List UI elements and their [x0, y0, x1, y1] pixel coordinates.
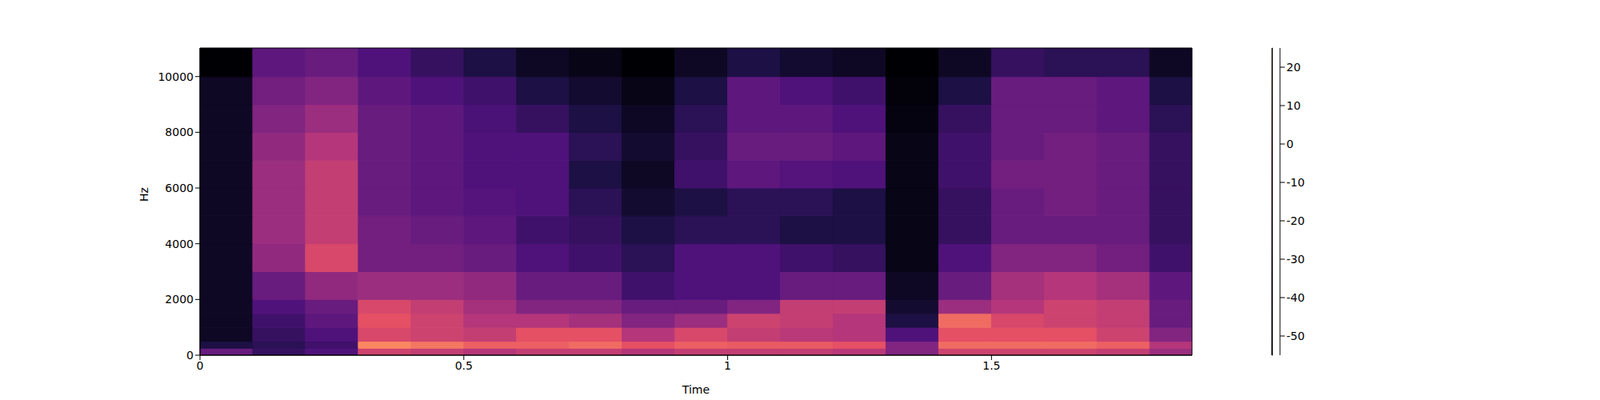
svg-text:1.5: 1.5	[982, 359, 1000, 372]
svg-text:20: 20	[1286, 60, 1301, 74]
svg-text:10000: 10000	[157, 70, 194, 84]
svg-text:8000: 8000	[164, 125, 194, 139]
svg-text:-10: -10	[1286, 176, 1305, 189]
svg-text:Hz: Hz	[137, 187, 151, 202]
svg-text:6000: 6000	[164, 181, 194, 195]
svg-text:-30: -30	[1286, 252, 1305, 266]
svg-text:-20: -20	[1286, 214, 1305, 228]
svg-text:Time: Time	[681, 383, 710, 396]
svg-text:0: 0	[196, 359, 204, 372]
svg-text:10: 10	[1286, 99, 1301, 112]
svg-text:0: 0	[186, 348, 194, 362]
svg-text:-40: -40	[1286, 291, 1305, 304]
svg-text:4000: 4000	[164, 237, 194, 251]
svg-text:0: 0	[1286, 137, 1294, 151]
svg-text:-50: -50	[1286, 329, 1305, 343]
svg-text:1: 1	[724, 359, 732, 372]
svg-text:2000: 2000	[164, 292, 194, 306]
svg-text:0.5: 0.5	[455, 359, 473, 372]
